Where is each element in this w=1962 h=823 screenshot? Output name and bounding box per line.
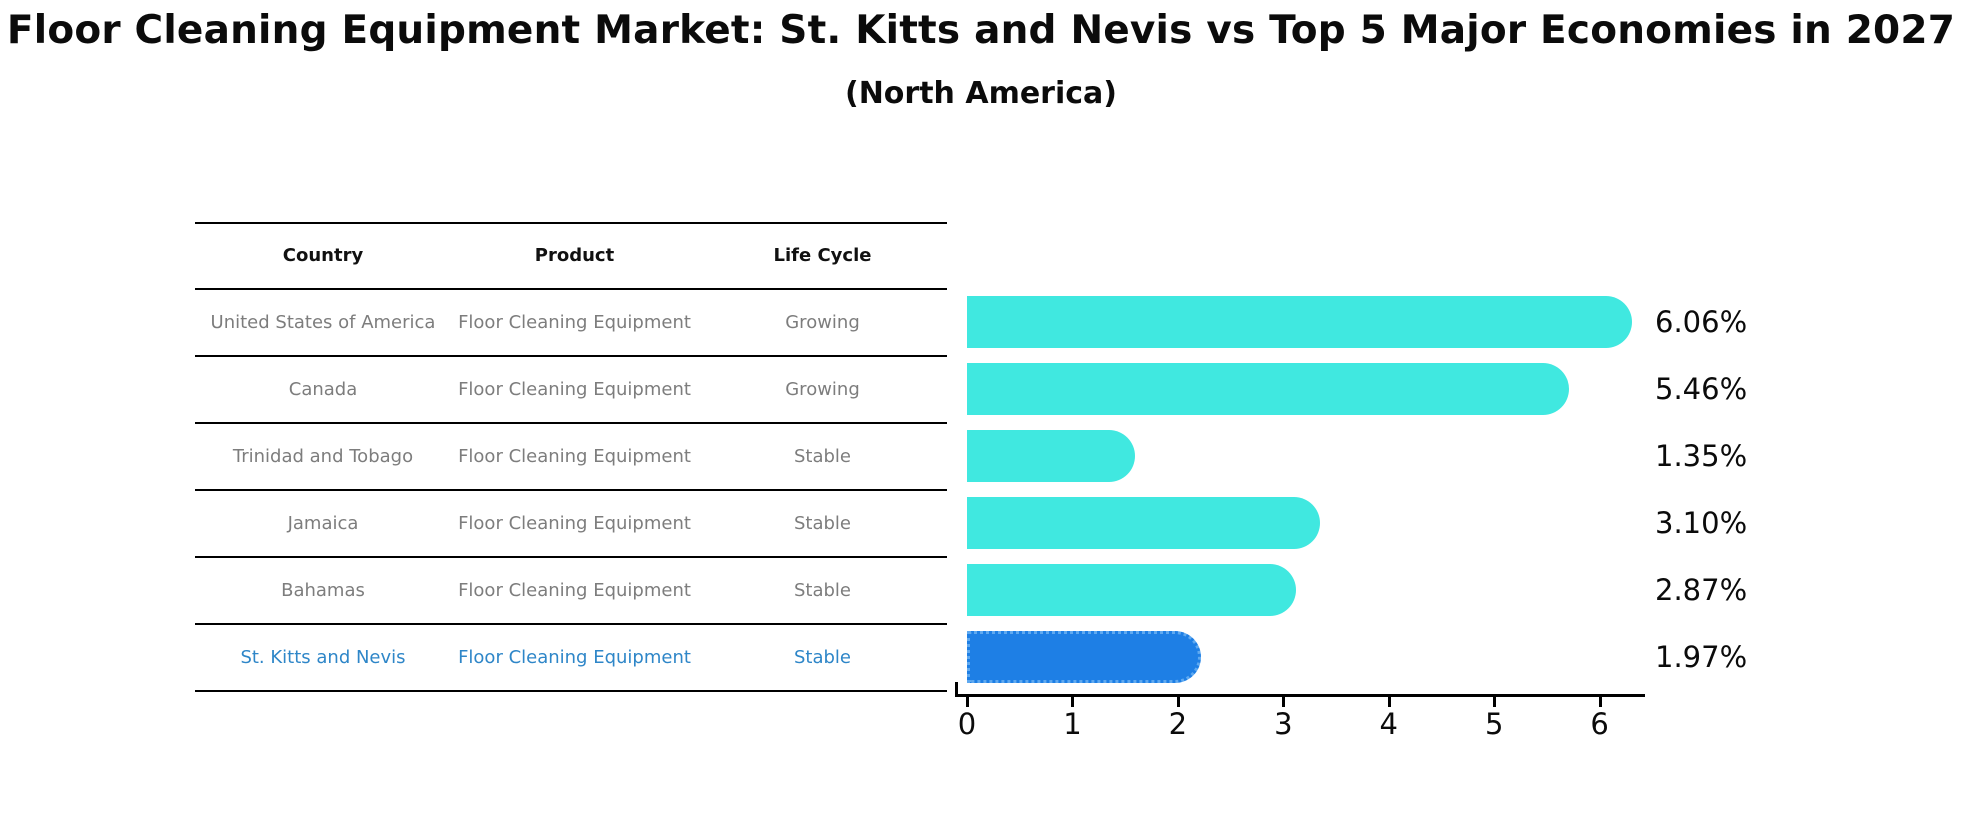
bar-row <box>967 355 1645 422</box>
cell-product: Floor Cleaning Equipment <box>458 378 691 400</box>
bar <box>967 429 1136 482</box>
table-row: Canada Floor Cleaning Equipment Growing <box>195 357 947 424</box>
x-axis-tick-label: 1 <box>1063 707 1082 741</box>
cell-product: Floor Cleaning Equipment <box>458 445 691 467</box>
header-cell-lifecycle: Life Cycle <box>773 245 872 267</box>
bar <box>967 496 1320 549</box>
cell-country: Trinidad and Tobago <box>232 445 414 467</box>
value-label-column: 6.06% 5.46% 1.35% 3.10% 2.87% 1.97% <box>1655 288 1747 690</box>
table-row: Trinidad and Tobago Floor Cleaning Equipm… <box>195 424 947 491</box>
x-axis-tick <box>1282 697 1286 707</box>
x-axis-left-cap <box>955 682 958 694</box>
value-label: 1.35% <box>1655 438 1748 473</box>
x-axis-tick <box>1493 697 1497 707</box>
cell-country: United States of America <box>210 311 436 333</box>
bar <box>967 362 1569 415</box>
cell-country: Bahamas <box>281 579 365 601</box>
bar <box>967 563 1296 616</box>
bar-row <box>967 556 1645 623</box>
x-axis-tick-label: 6 <box>1590 707 1609 741</box>
table-row: United States of America Floor Cleaning E… <box>195 290 947 357</box>
cell-product: Floor Cleaning Equipment <box>458 512 691 534</box>
bar-row <box>967 489 1645 556</box>
bar-row <box>967 422 1645 489</box>
page-subtitle: (North America) <box>844 76 1117 111</box>
x-axis-tick-label: 3 <box>1274 707 1293 741</box>
table-body: United States of America Floor Cleaning E… <box>195 290 947 692</box>
cell-lifecycle: Growing <box>785 311 860 333</box>
cell-lifecycle: Stable <box>793 445 851 467</box>
cell-lifecycle: Stable <box>793 512 851 534</box>
x-axis-tick <box>1071 697 1075 707</box>
cell-product: Floor Cleaning Equipment <box>458 311 691 333</box>
bar <box>967 295 1632 348</box>
x-axis-tick-label: 4 <box>1379 707 1398 741</box>
header-cell-product: Product <box>534 245 615 267</box>
value-label: 3.10% <box>1655 505 1748 540</box>
cell-country: St. Kitts and Nevis <box>240 646 406 668</box>
table-row: Bahamas Floor Cleaning Equipment Stable <box>195 558 947 625</box>
value-label: 5.46% <box>1655 371 1748 406</box>
bar-row <box>967 623 1645 690</box>
x-axis-tick-label: 2 <box>1168 707 1188 741</box>
cell-product: Floor Cleaning Equipment <box>458 579 691 601</box>
cell-country: Canada <box>288 378 358 400</box>
table-row: Jamaica Floor Cleaning Equipment Stable <box>195 491 947 558</box>
x-axis-tick <box>966 697 969 707</box>
page-title: Floor Cleaning Equipment Market: St. Kit… <box>6 8 1956 53</box>
header-cell-country: Country <box>282 245 364 267</box>
cell-lifecycle: Growing <box>785 378 860 400</box>
data-table: Country Product Life Cycle United States… <box>195 222 947 692</box>
x-axis-tick <box>1176 697 1180 707</box>
highlight-bar <box>967 630 1201 683</box>
value-label: 2.87% <box>1655 572 1748 607</box>
x-axis-tick <box>1598 697 1602 707</box>
cell-lifecycle: Stable <box>793 579 851 601</box>
x-axis-tick <box>1387 697 1391 707</box>
cell-product: Floor Cleaning Equipment <box>458 646 691 668</box>
value-label: 6.06% <box>1655 304 1748 339</box>
x-axis-tick-label: 5 <box>1484 707 1504 741</box>
table-header-row: Country Product Life Cycle <box>195 224 947 290</box>
bar-chart <box>967 288 1645 690</box>
table-row: St. Kitts and Nevis Floor Cleaning Equipm… <box>195 625 947 692</box>
cell-lifecycle: Stable <box>793 646 851 668</box>
x-axis-tick-label: 0 <box>957 707 977 741</box>
value-label: 1.97% <box>1655 639 1748 674</box>
x-axis-line <box>955 694 1645 697</box>
cell-country: Jamaica <box>287 512 359 534</box>
bar-row <box>967 288 1645 355</box>
